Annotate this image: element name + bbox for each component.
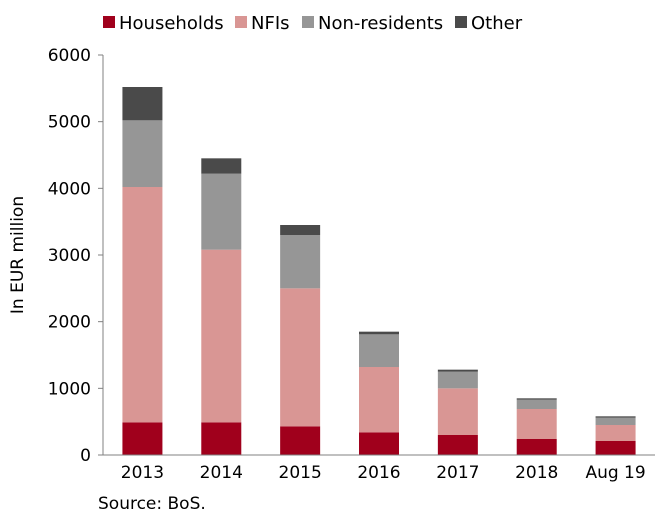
- bar-segment-households-2013: [122, 422, 163, 455]
- x-tick-label: 2016: [357, 463, 400, 483]
- legend: Households NFIs Non-residents Other: [103, 13, 523, 34]
- x-tick-label: 2013: [121, 463, 164, 483]
- bar-segment-nfis-2014: [201, 249, 242, 423]
- source-note: Source: BoS.: [98, 494, 206, 514]
- bar-segment-other-2015: [280, 225, 321, 235]
- legend-swatch-other: [455, 16, 467, 28]
- bar-segment-other-aug-19: [595, 416, 636, 418]
- y-tick-label: 6000: [48, 46, 91, 66]
- y-tick-label: 4000: [48, 179, 91, 199]
- y-tick-label: 2000: [48, 313, 91, 333]
- bar-segment-non-residents-2016: [359, 334, 399, 367]
- bar-segment-households-2017: [437, 435, 478, 455]
- x-axis: 2013 2014 2015 2016 2017 2018 Aug 19: [103, 454, 655, 483]
- bars: [122, 87, 636, 455]
- bar-segment-nfis-2018: [516, 409, 557, 439]
- bar-segment-other-2014: [201, 158, 242, 174]
- x-tick-label: Aug 19: [585, 463, 645, 483]
- legend-label-other: Other: [471, 13, 523, 34]
- legend-swatch-nfis: [235, 16, 247, 28]
- legend-swatch-households: [103, 16, 115, 28]
- y-tick-label: 5000: [48, 113, 91, 133]
- bar-segment-nfis-2013: [122, 187, 163, 423]
- y-tick-label: 1000: [48, 379, 91, 399]
- bar-segment-other-2018: [516, 398, 557, 400]
- x-tick-label: 2017: [436, 463, 479, 483]
- bar-segment-nfis-2017: [437, 388, 478, 435]
- bar-segment-non-residents-2017: [437, 371, 478, 389]
- bar-segment-households-2015: [280, 426, 321, 455]
- bar-segment-other-2013: [122, 87, 163, 121]
- bar-segment-other-2016: [359, 331, 399, 335]
- bar-segment-other-2017: [437, 369, 478, 372]
- bar-segment-nfis-aug-19: [595, 425, 636, 441]
- y-axis-title: In EUR million: [8, 196, 28, 314]
- x-tick-label: 2015: [279, 463, 322, 483]
- bar-segment-non-residents-2014: [201, 173, 242, 250]
- bar-segment-households-2018: [516, 439, 557, 455]
- x-tick-label: 2018: [515, 463, 558, 483]
- bar-segment-households-2016: [359, 432, 399, 455]
- bar-segment-nfis-2015: [280, 288, 321, 427]
- y-tick-label: 3000: [48, 246, 91, 266]
- legend-swatch-non-residents: [302, 16, 314, 28]
- y-axis: 0 1000 2000 3000 4000 5000 6000: [48, 46, 104, 466]
- bar-segment-non-residents-2013: [122, 120, 163, 187]
- bar-segment-households-2014: [201, 422, 242, 455]
- bar-segment-non-residents-aug-19: [595, 417, 636, 425]
- legend-label-nfis: NFIs: [251, 13, 290, 34]
- legend-label-non-residents: Non-residents: [318, 13, 443, 34]
- legend-label-households: Households: [119, 13, 224, 34]
- x-tick-label: 2014: [200, 463, 243, 483]
- bar-segment-non-residents-2015: [280, 235, 321, 289]
- bar-segment-households-aug-19: [595, 441, 636, 455]
- bar-segment-non-residents-2018: [516, 399, 557, 409]
- y-tick-label: 0: [80, 446, 91, 466]
- bar-segment-nfis-2016: [359, 367, 399, 433]
